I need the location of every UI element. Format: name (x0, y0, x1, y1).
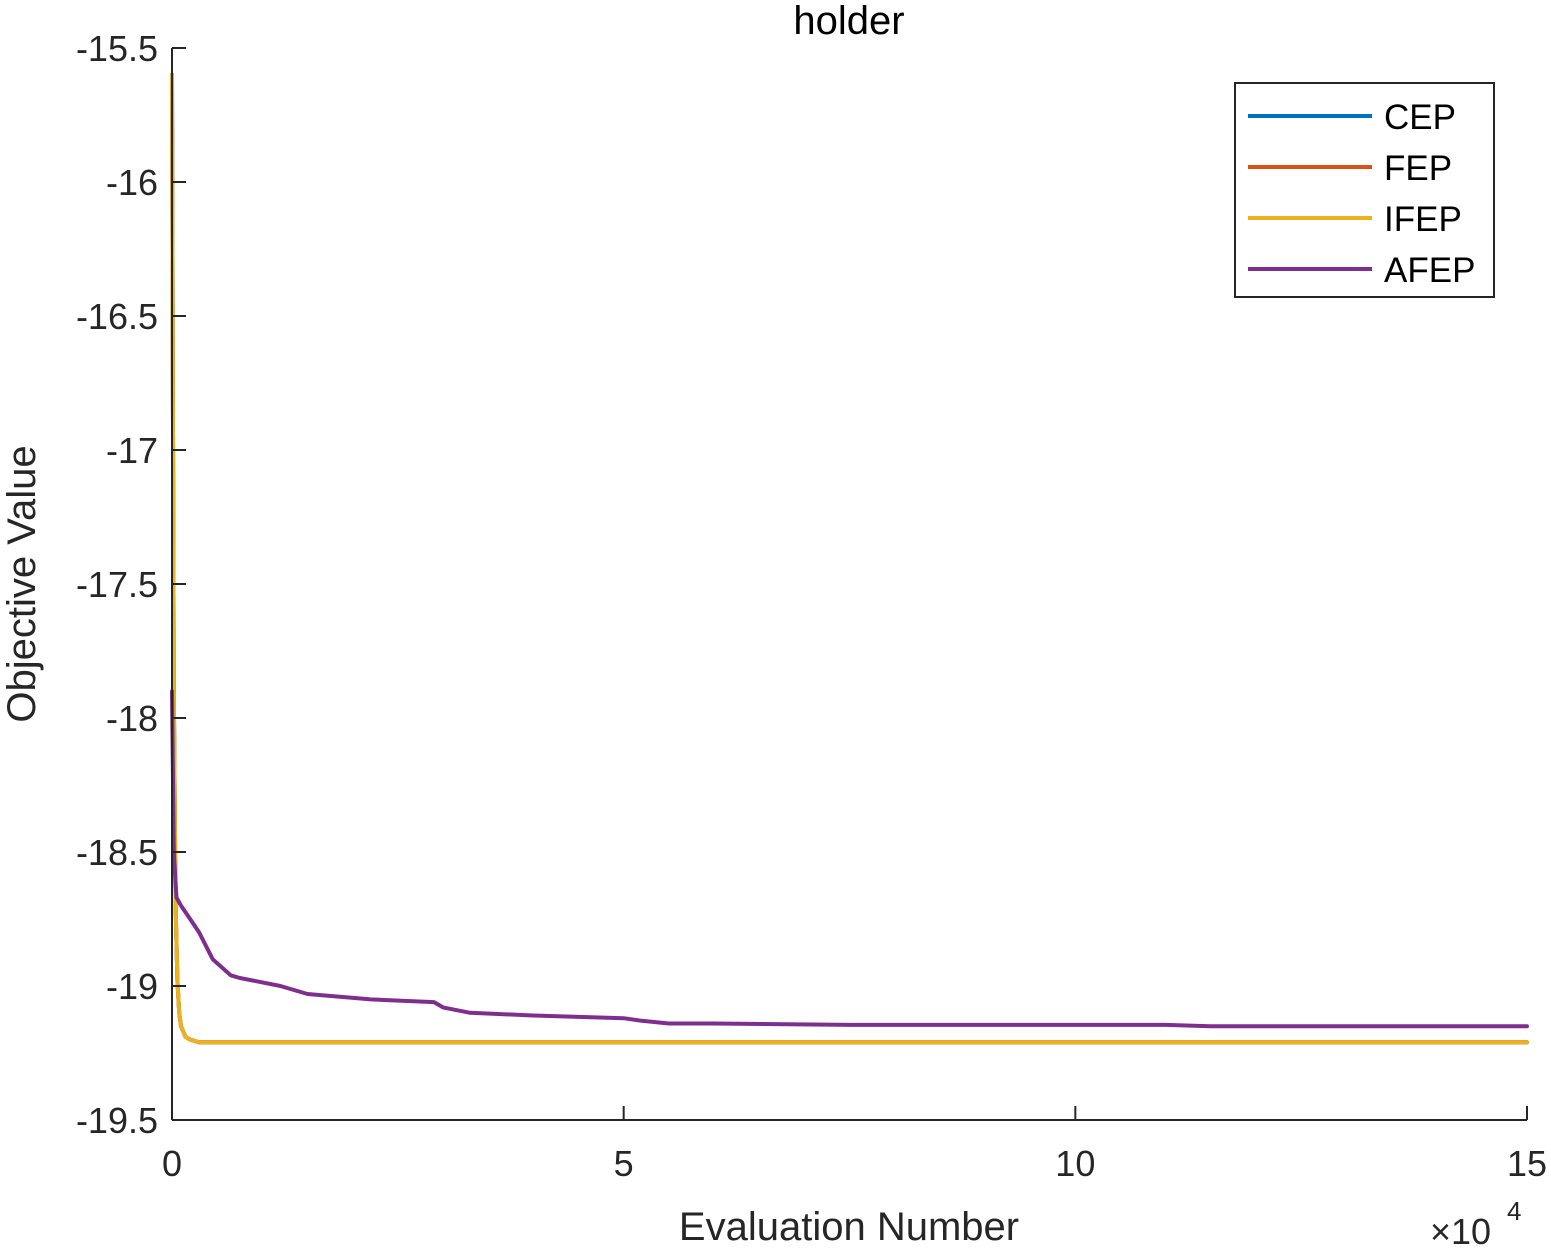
y-tick-label: -16 (106, 162, 158, 203)
chart-title: holder (793, 0, 904, 43)
legend: CEP FEP IFEP AFEP (1234, 82, 1495, 298)
y-tick-label: -18 (106, 698, 158, 739)
y-tick-label: -18.5 (76, 832, 158, 873)
y-tick-label: -15.5 (76, 28, 158, 69)
x-tick-label: 5 (614, 1143, 634, 1184)
x-tick-label: 10 (1055, 1143, 1095, 1184)
y-tick-label: -19 (106, 966, 158, 1007)
legend-label-ifep: IFEP (1384, 200, 1462, 239)
y-tick-label: -16.5 (76, 296, 158, 337)
y-tick-label: -17.5 (76, 564, 158, 605)
series-line-afep (170, 689, 1529, 1029)
x-axis-label: Evaluation Number (679, 1205, 1019, 1249)
x-axis-multiplier-exponent: 4 (1507, 1196, 1521, 1226)
legend-label-cep: CEP (1384, 98, 1456, 137)
plot-area: -15.5 -16 -16.5 -17 -17.5 -18 -18.5 -19 -19.50 5 1… (76, 28, 1547, 1184)
x-tick-label: 15 (1507, 1143, 1547, 1184)
x-axis-multiplier-base: ×10 (1430, 1211, 1491, 1250)
y-axis-label: Objective Value (0, 445, 44, 722)
x-axis-multiplier: ×10 4 (1430, 1196, 1521, 1250)
legend-label-afep: AFEP (1384, 251, 1475, 290)
y-tick-label: -17 (106, 430, 158, 471)
legend-box (1234, 82, 1495, 298)
legend-label-fep: FEP (1384, 149, 1452, 188)
y-tick-label: -19.5 (76, 1100, 158, 1141)
x-tick-label: 0 (162, 1143, 182, 1184)
